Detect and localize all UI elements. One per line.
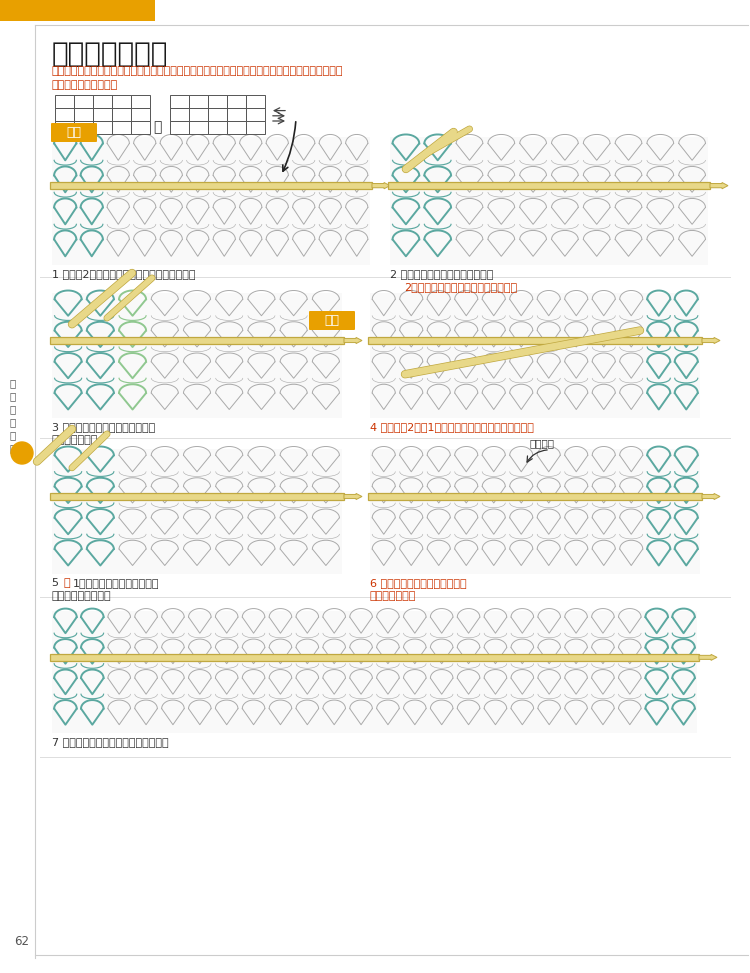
Text: とじ・はぎがあるものには不向きです。引き抜きとじや半返し縫いをするときなどに使用します。: とじ・はぎがあるものには不向きです。引き抜きとじや半返し縫いをするときなどに使用… [52, 66, 344, 76]
Bar [52, 293, 342, 418]
Bar [227, 121, 246, 134]
FancyArrow shape [344, 338, 362, 343]
Text: 表目で編みます。: 表目で編みます。 [52, 591, 112, 601]
FancyBboxPatch shape [309, 311, 355, 330]
Bar [50, 337, 344, 343]
FancyBboxPatch shape [51, 123, 97, 142]
Bar [50, 493, 344, 500]
Text: 右側: 右側 [67, 126, 82, 138]
Bar [246, 108, 265, 121]
Bar [131, 108, 150, 121]
Bar [55, 95, 74, 108]
Text: 62: 62 [14, 935, 29, 948]
Bar [52, 611, 697, 733]
Bar [246, 95, 265, 108]
Bar [52, 137, 370, 265]
Bar [170, 108, 189, 121]
FancyArrow shape [702, 493, 720, 499]
Bar [131, 121, 150, 134]
Text: ～: ～ [153, 121, 161, 134]
Bar [74, 108, 93, 121]
FancyArrow shape [710, 183, 728, 189]
Text: 2 右針に糸をかけ、矢印のように: 2 右針に糸をかけ、矢印のように [390, 269, 494, 279]
Bar [227, 108, 246, 121]
Circle shape [11, 442, 33, 464]
Text: 4 左側の端2目の1目めを編まずに右針に移します。: 4 左側の端2目の1目めを編まずに右針に移します。 [370, 422, 534, 432]
Text: かぶせる: かぶせる [530, 438, 555, 448]
Bar [55, 121, 74, 134]
Bar [74, 121, 93, 134]
Bar [189, 121, 208, 134]
Bar [112, 108, 131, 121]
Text: 左側: 左側 [325, 313, 340, 327]
Bar [93, 108, 112, 121]
Bar [93, 121, 112, 134]
Bar [93, 95, 112, 108]
Text: 6 端まずに移した目を端の目に: 6 端まずに移した目を端の目に [370, 578, 466, 588]
Text: できあがり。: できあがり。 [52, 435, 98, 445]
Text: 目: 目 [10, 378, 16, 388]
Bar [52, 449, 342, 574]
Text: 3 糸を引き出し、右側の端減目の: 3 糸を引き出し、右側の端減目の [52, 422, 155, 432]
Text: 端: 端 [64, 578, 70, 588]
Text: ら: ら [10, 417, 16, 427]
Bar [370, 449, 700, 574]
Bar [50, 182, 372, 189]
Text: の: の [10, 391, 16, 401]
Text: かぶせます。: かぶせます。 [370, 591, 416, 601]
Bar [131, 95, 150, 108]
Bar [74, 95, 93, 108]
FancyArrow shape [344, 493, 362, 499]
Bar [370, 293, 700, 418]
Text: 端減目（表目）: 端減目（表目） [52, 40, 168, 68]
Bar [170, 121, 189, 134]
Text: 7 右側と左側の端減目のできあがり。: 7 右側と左側の端減目のできあがり。 [52, 737, 169, 747]
Bar [208, 95, 227, 108]
Text: 減: 減 [10, 404, 16, 414]
Bar [50, 654, 699, 661]
Bar [170, 95, 189, 108]
Bar [208, 121, 227, 134]
Bar [112, 95, 131, 108]
Text: 5: 5 [52, 578, 62, 588]
FancyArrow shape [702, 338, 720, 343]
Bar [189, 95, 208, 108]
Bar [208, 108, 227, 121]
Bar [55, 108, 74, 121]
Bar [368, 337, 702, 343]
Bar [189, 108, 208, 121]
Bar [390, 137, 708, 265]
Text: し: し [10, 430, 16, 440]
Bar [388, 182, 710, 189]
Bar [368, 493, 702, 500]
Text: 方: 方 [10, 443, 16, 453]
Text: 1 右端の2目に矢印のように右針を入れます。: 1 右端の2目に矢印のように右針を入れます。 [52, 269, 196, 279]
Bar [246, 121, 265, 134]
FancyArrow shape [699, 654, 717, 661]
Bar [0, 0, 155, 21]
FancyArrow shape [372, 183, 390, 189]
Bar [227, 95, 246, 108]
Bar [112, 121, 131, 134]
Text: 同じ段で減らします。: 同じ段で減らします。 [52, 80, 118, 90]
Text: 2目をいっしょに糸を引き出します。: 2目をいっしょに糸を引き出します。 [404, 282, 517, 292]
Text: 1目は糸をかけて引き出し、: 1目は糸をかけて引き出し、 [73, 578, 160, 588]
